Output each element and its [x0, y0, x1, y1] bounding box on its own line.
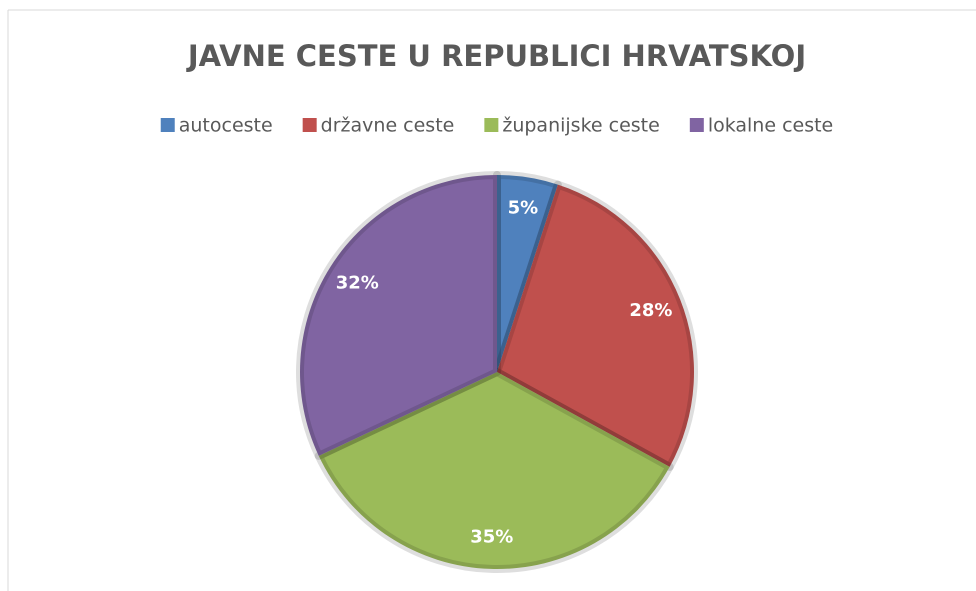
- pie-slice: [296, 171, 501, 460]
- data-label: 28%: [629, 300, 672, 321]
- pie-slice: [493, 171, 562, 376]
- legend-swatch: [302, 118, 317, 132]
- legend: autoceste državne ceste županijske ceste lo…: [160, 115, 833, 137]
- legend-swatch: [484, 118, 499, 132]
- data-label: 32%: [336, 272, 379, 293]
- legend-swatch: [689, 118, 704, 132]
- legend-swatch: [160, 118, 175, 132]
- legend-label: autoceste: [179, 115, 273, 137]
- legend-label: županijske ceste: [502, 115, 659, 137]
- data-label: 5%: [508, 198, 539, 219]
- pie-slice: [314, 368, 674, 573]
- pie-slice: [493, 180, 698, 471]
- chart-title: JAVNE CESTE U REPUBLICI HRVATSKOJ: [186, 39, 806, 73]
- pie: 5% 28% 35% 32%: [296, 171, 698, 573]
- data-label: 35%: [470, 526, 513, 547]
- legend-label: državne ceste: [321, 115, 455, 137]
- legend-label: lokalne ceste: [708, 115, 833, 137]
